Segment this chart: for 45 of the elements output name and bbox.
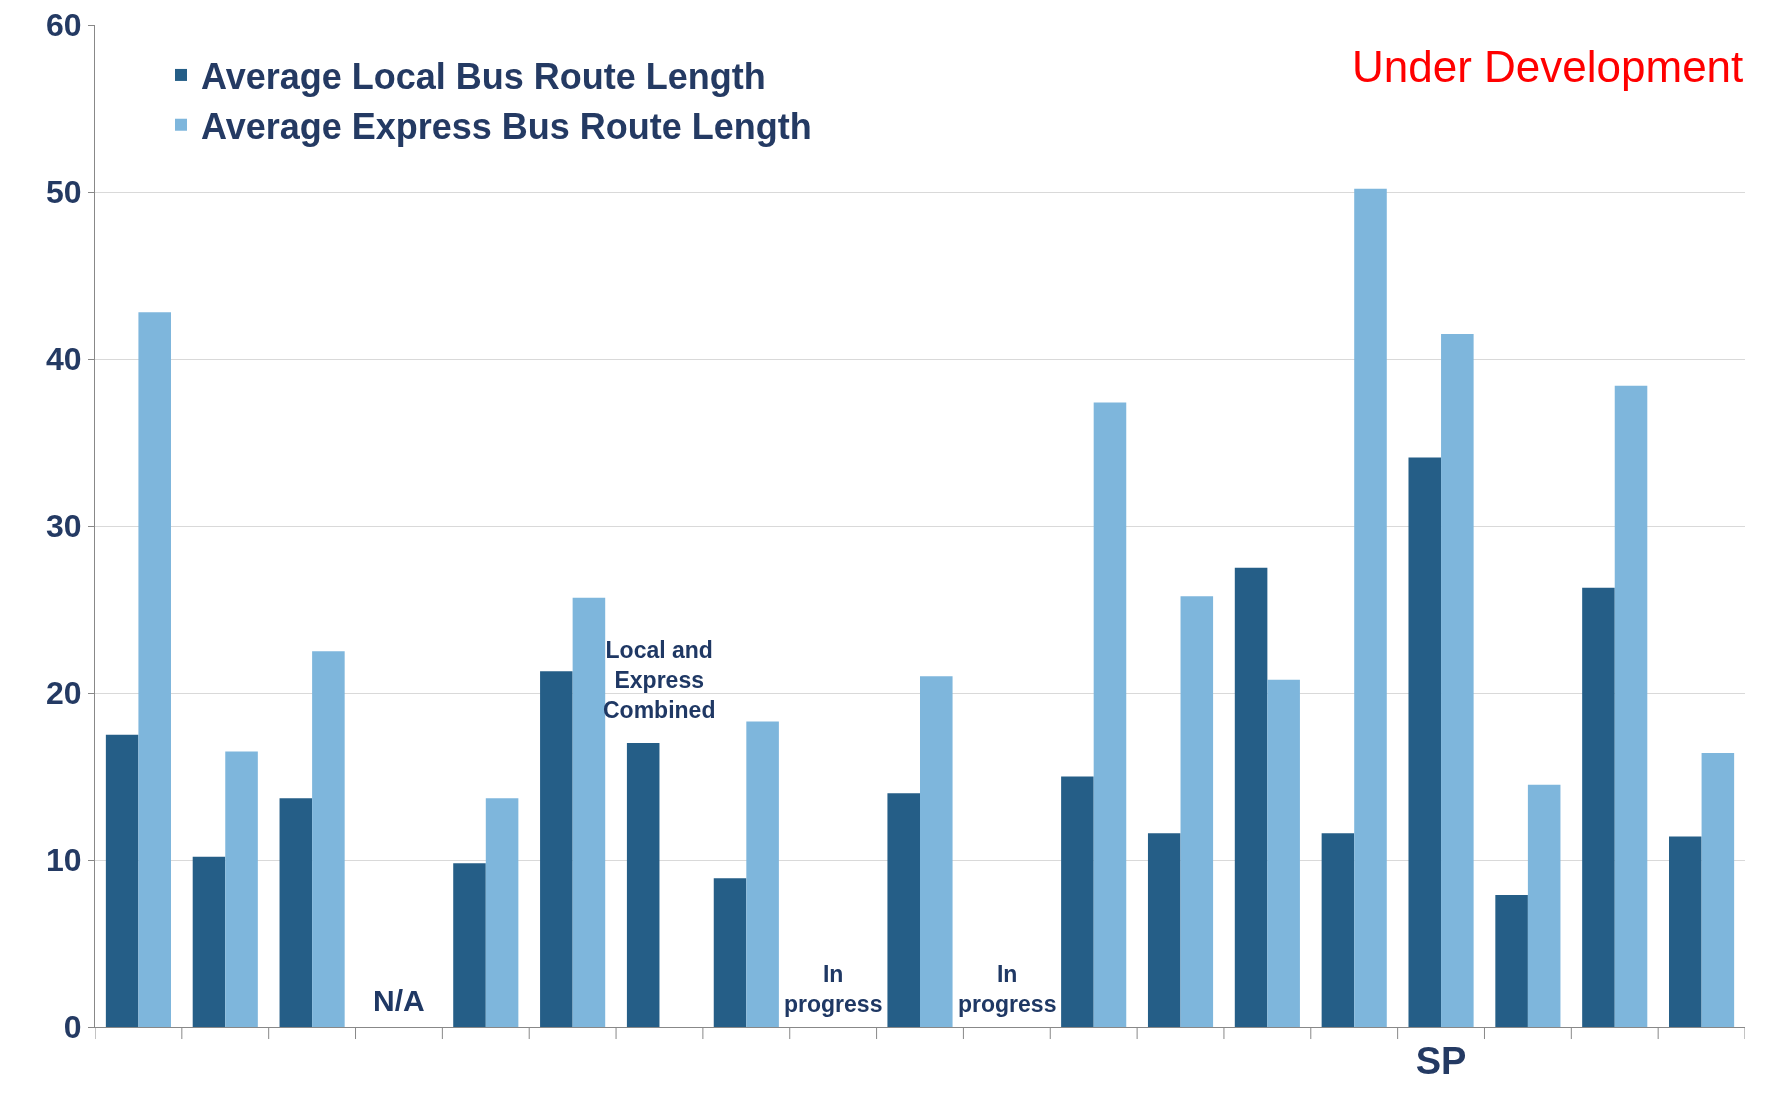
bar [1408,457,1442,1027]
y-tick-label: 40 [46,341,82,378]
legend-label: Average Express Bus Route Length [201,105,812,147]
y-tick-label: 50 [46,174,82,211]
bar [1495,895,1528,1027]
bar [1614,385,1648,1027]
bar [1093,402,1127,1027]
y-tick-label: 20 [46,675,82,712]
bar [1701,753,1735,1027]
bar [453,863,486,1027]
bar [279,798,313,1027]
bar [540,671,573,1027]
bar [1669,836,1702,1027]
y-tick-label: 10 [46,842,82,879]
bar [192,856,226,1027]
bar [1234,567,1268,1027]
annotation: N/A [373,984,425,1017]
bar [105,734,139,1027]
y-tick-label: 0 [63,1009,82,1046]
bar [1582,587,1615,1027]
y-tick-label: 60 [46,7,82,44]
annotation: In progress [784,961,883,1017]
bar [1441,333,1474,1027]
bar [572,597,606,1027]
annotation: Under Development [1352,42,1744,91]
bar [138,312,171,1027]
annotation: In progress [958,961,1057,1017]
bar [312,651,345,1027]
bar [1354,188,1387,1027]
legend-label: Average Local Bus Route Length [201,55,766,97]
bar [713,878,747,1027]
y-tick-label: 30 [46,508,82,545]
bar [626,743,660,1027]
bar [746,721,779,1027]
bar [1321,833,1355,1027]
bar [1267,679,1300,1027]
bar [225,751,258,1027]
bar [1147,833,1181,1027]
bar [920,676,953,1027]
bar [887,793,920,1027]
x-tick-label: SP [1415,1039,1467,1082]
bar [1061,776,1094,1027]
bar [485,798,519,1027]
bar [1180,596,1214,1027]
bar [1527,784,1561,1027]
